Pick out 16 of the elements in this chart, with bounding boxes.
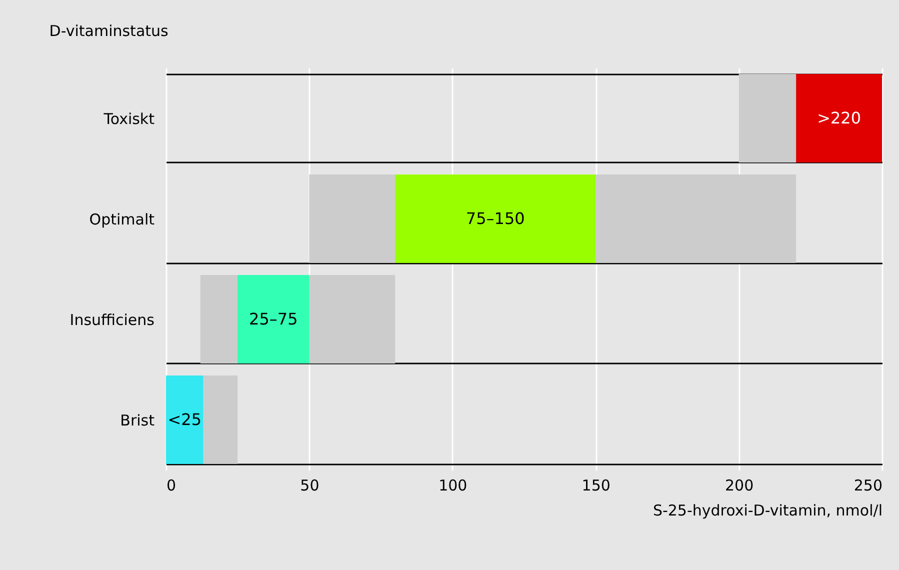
chart-title: D-vitaminstatus [49, 22, 169, 40]
data-label: >220 [817, 108, 862, 128]
x-tick-label: 100 [438, 476, 468, 494]
x-tick-label: 150 [582, 476, 610, 494]
y-tick-label: Optimalt [89, 210, 155, 228]
data-label: 75–150 [466, 208, 525, 228]
x-axis-title: S-25-hydroxi-D-vitamin, nmol/l [652, 502, 882, 520]
data-label: 25–75 [249, 309, 298, 328]
data-label: <25 [168, 410, 202, 429]
x-tick-label: 50 [300, 476, 320, 494]
x-tick-label: 200 [724, 476, 754, 494]
y-tick-label: Brist [120, 411, 155, 430]
x-tick-label: 250 [854, 476, 882, 494]
x-tick-label: 0 [166, 476, 176, 494]
y-tick-label: Toxiskt [102, 110, 155, 128]
y-tick-label: Insufficiens [70, 310, 155, 329]
